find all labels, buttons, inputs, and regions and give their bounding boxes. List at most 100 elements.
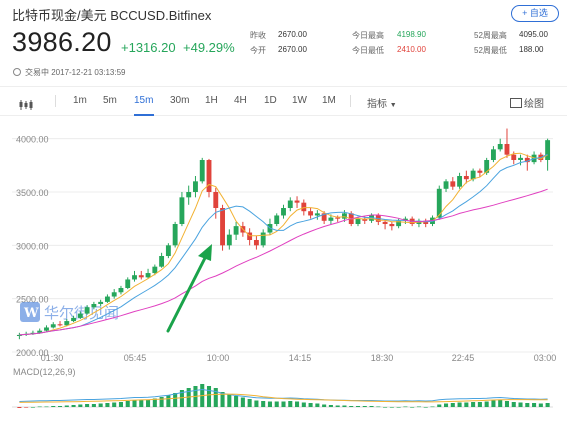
interval-15m[interactable]: 15m <box>134 95 154 106</box>
caret-down-icon: ▼ <box>389 102 397 109</box>
candle-body <box>511 154 517 160</box>
draw-tool-button[interactable]: 绘图 <box>510 95 544 110</box>
candle-body <box>355 218 361 224</box>
x-tick-label: 14:15 <box>289 353 312 363</box>
macd-bar <box>545 403 550 407</box>
macd-bar <box>71 405 76 407</box>
x-tick-label: 10:00 <box>207 353 230 363</box>
candle-body <box>104 296 110 302</box>
interval-4h[interactable]: 4H <box>234 95 247 106</box>
macd-bar <box>477 402 482 407</box>
macd-bar <box>261 401 266 407</box>
watermark: W 华尔街见闻 <box>20 302 119 322</box>
macd-bar <box>37 406 42 408</box>
macd-bar <box>234 396 239 407</box>
interval-1d[interactable]: 1D <box>264 95 277 106</box>
macd-bar <box>430 406 435 408</box>
interval-1m[interactable]: 1m <box>73 95 87 106</box>
macd-bar <box>457 402 462 407</box>
macd-bar <box>78 404 83 407</box>
indicator-menu[interactable]: 指标 ▼ <box>367 95 397 110</box>
macd-bar <box>24 407 29 408</box>
macd-bar <box>179 390 184 407</box>
candle-body <box>199 160 205 182</box>
macd-bar <box>281 401 286 407</box>
macd-bar <box>308 403 313 407</box>
candle-body <box>233 226 239 235</box>
macd-bar <box>301 402 306 407</box>
candle-body <box>436 188 442 218</box>
prev-close-label: 昨收 <box>250 31 266 40</box>
interval-5m[interactable]: 5m <box>103 95 117 106</box>
macd-bar <box>532 403 537 407</box>
macd-bar <box>173 393 178 407</box>
candle-body <box>64 321 70 326</box>
candle-body <box>443 181 449 189</box>
macd-bar <box>118 402 123 407</box>
macd-bar <box>139 400 144 407</box>
macd-bar <box>44 406 49 408</box>
timestamp-text: 交易中 2017-12-21 03:13:59 <box>25 68 126 77</box>
macd-bar <box>525 403 530 407</box>
candle-body <box>389 224 395 227</box>
chart-toolbar: 1m 5m 15m 30m 1H 4H 1D 1W 1M 指标 ▼ 绘图 <box>0 86 567 116</box>
y-tick-label: 3000.00 <box>16 241 49 251</box>
candle-body <box>477 170 483 173</box>
y-tick-label: 2000.00 <box>16 348 49 358</box>
interval-30m[interactable]: 30m <box>170 95 190 106</box>
macd-bar <box>91 404 96 407</box>
last-price: 3986.20 <box>12 27 112 57</box>
candle-body <box>490 149 496 160</box>
candle-body <box>362 218 368 221</box>
candle-body <box>165 245 171 256</box>
macd-bar <box>471 402 476 407</box>
watermark-logo-icon <box>20 302 40 322</box>
macd-bar <box>64 405 69 407</box>
candle-body <box>457 176 463 187</box>
candle-body <box>504 144 510 155</box>
interval-1h[interactable]: 1H <box>205 95 218 106</box>
watermark-logo-letter: W <box>23 306 39 321</box>
candle-body <box>497 144 503 150</box>
wk52-low-label: 52周最低 <box>474 46 507 55</box>
candle-body <box>470 170 476 180</box>
macd-bar <box>328 405 333 407</box>
interval-1w[interactable]: 1W <box>292 95 307 106</box>
candle-body <box>484 160 490 173</box>
annotation-arrow-head <box>198 244 212 261</box>
macd-bar <box>396 407 401 408</box>
indicator-label: 指标 <box>367 99 387 110</box>
add-watchlist-button[interactable]: + 自选 <box>511 5 559 22</box>
day-low-value: 2410.00 <box>397 45 426 54</box>
macd-bar <box>342 405 347 407</box>
candle-body <box>138 275 144 278</box>
macd-bar <box>146 399 151 407</box>
macd-bar <box>152 398 157 407</box>
trade-timestamp: 交易中 2017-12-21 03:13:59 <box>13 67 126 78</box>
candle-body <box>111 292 117 297</box>
candle-body <box>226 234 232 246</box>
toolbar-divider <box>350 95 351 107</box>
candle-body <box>71 317 77 322</box>
candle-body <box>524 157 530 163</box>
candle-body <box>213 192 219 208</box>
macd-bar <box>403 406 408 408</box>
candle-body <box>294 200 300 203</box>
candle-body <box>84 307 90 314</box>
macd-bar <box>355 406 361 407</box>
candle-body <box>321 213 327 221</box>
macd-bar <box>383 407 388 408</box>
macd-bar <box>444 403 449 407</box>
candle-body <box>16 334 22 336</box>
macd-bar <box>464 402 469 407</box>
candle-body <box>118 288 124 293</box>
interval-1mo[interactable]: 1M <box>322 95 336 106</box>
candlestick-type-icon[interactable] <box>18 97 34 110</box>
macd-bar <box>240 397 245 407</box>
candle-body <box>281 208 286 216</box>
macd-bar <box>112 402 117 407</box>
candle-body <box>247 232 253 240</box>
macd-bar <box>105 403 110 407</box>
macd-bar <box>254 400 259 407</box>
